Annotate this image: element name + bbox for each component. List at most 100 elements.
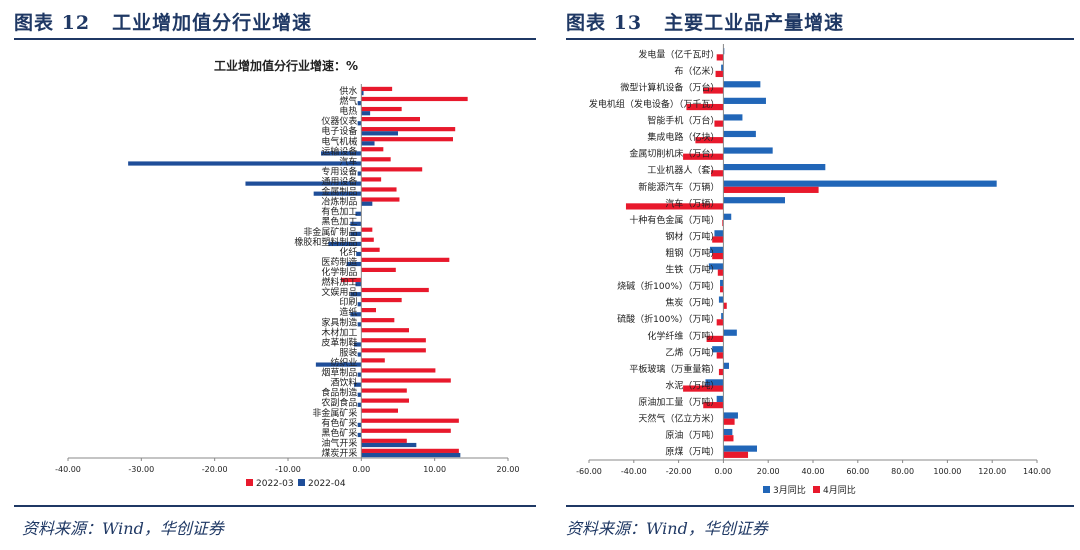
bar-series-a-11: [361, 197, 400, 202]
category-label-4: 电子设备: [321, 125, 357, 137]
category-label-34: 黑色矿采: [321, 427, 357, 439]
bar-series-b-34: [357, 432, 362, 438]
bar-series-a-30: [361, 388, 407, 393]
bar-series-b-23: [357, 322, 362, 327]
bar-series-a-5: [361, 137, 453, 142]
category-label-2: 微型计算机设备（万台）: [620, 81, 719, 93]
bar-series-a-6: [361, 147, 384, 152]
bar-series-b-28: [357, 372, 362, 377]
bar-series-b-20: [683, 385, 724, 392]
bar-series-a-6: [723, 147, 773, 154]
right-source-note: 资料来源：Wind，华创证券: [566, 519, 768, 538]
category-label-23: 家具制造: [321, 316, 357, 328]
bar-series-a-14: [361, 227, 373, 232]
bar-series-b-20: [350, 292, 362, 297]
category-label-11: 钢材（万吨）: [665, 230, 719, 242]
bar-series-b-0: [361, 91, 364, 96]
category-label-19: 平板玻璃（万重量箱）: [629, 363, 719, 375]
category-label-18: 乙烯（万吨）: [665, 346, 719, 358]
x-tick-label-8: 100.00: [933, 467, 961, 476]
category-label-16: 化纤: [339, 246, 357, 258]
bar-series-b-17: [706, 335, 724, 342]
category-label-16: 硫酸（折100%）（万吨）: [617, 313, 719, 325]
left-title-rule: [14, 38, 536, 40]
right-panel-title-text: 主要工业品产量增速: [664, 12, 845, 34]
category-label-0: 供水: [339, 85, 357, 97]
bar-series-b-18: [716, 352, 724, 359]
x-tick-label-3: 0.00: [714, 467, 732, 476]
category-label-2: 电热: [339, 105, 357, 117]
bar-series-a-19: [723, 362, 729, 369]
category-label-5: 电气机械: [321, 135, 357, 147]
bar-series-b-8: [357, 171, 362, 176]
bar-series-a-23: [723, 428, 733, 436]
bar-series-a-25: [361, 338, 426, 343]
left-source-note: 资料来源：Wind，华创证券: [22, 519, 224, 538]
bar-series-a-32: [361, 408, 398, 413]
category-label-0: 发电量（亿千瓦时）: [638, 48, 719, 60]
bar-series-b-9: [245, 181, 362, 186]
bar-series-b-27: [315, 362, 362, 367]
x-tick-label-10: 140.00: [1023, 467, 1051, 476]
category-label-5: 集成电路（亿块）: [647, 131, 719, 143]
bar-series-b-6: [321, 151, 362, 156]
bar-series-a-17: [361, 257, 450, 262]
category-label-15: 焦炭（万吨）: [665, 297, 719, 309]
category-label-17: 医药制造: [321, 256, 357, 268]
category-label-22: 造纸: [339, 306, 357, 318]
bar-series-a-20: [705, 379, 724, 386]
bar-series-a-29: [361, 378, 451, 383]
category-label-20: 文娱用品: [321, 286, 357, 298]
category-label-7: 汽车: [339, 155, 357, 167]
legend-label-1: 4月同比: [823, 484, 856, 496]
left-panel-title: 图表 12 工业增加值分行业增速: [14, 8, 312, 35]
category-label-28: 烟草制品: [321, 367, 357, 379]
bar-series-b-29: [354, 382, 362, 387]
bar-series-a-22: [361, 308, 376, 313]
bar-series-b-36: [361, 452, 461, 458]
category-label-10: 金属制品: [321, 186, 357, 198]
x-tick-label-4: 20.00: [757, 467, 780, 476]
category-label-33: 有色矿采: [321, 417, 357, 429]
x-tick-label-2: -20.00: [666, 467, 692, 476]
bar-series-a-26: [361, 348, 426, 353]
bar-series-a-18: [361, 267, 396, 272]
bar-series-a-7: [361, 157, 391, 162]
bar-series-a-24: [361, 328, 409, 333]
x-tick-label-5: 10.00: [423, 465, 446, 474]
bar-series-b-33: [357, 422, 362, 428]
bar-series-b-15: [328, 241, 362, 247]
left-footer-rule: [14, 505, 536, 507]
category-label-36: 煤炭开采: [321, 447, 357, 459]
bar-series-b-9: [625, 203, 724, 210]
bar-series-b-11: [361, 201, 373, 206]
category-label-9: 汽车（万辆）: [665, 197, 719, 209]
chart-industry-value-added: 工业增加值分行业增速：% 供水燃气电热仪器仪表电子设备电气机械运输设备汽车专用设备…: [55, 58, 519, 489]
bar-series-a-23: [361, 318, 395, 323]
bar-series-b-31: [357, 402, 362, 407]
category-label-12: 粗钢（万吨）: [665, 247, 719, 259]
category-label-3: 发电机组（发电设备）（万千瓦）: [589, 98, 720, 110]
bar-series-b-21: [703, 402, 724, 409]
category-label-17: 化学纤维（万吨）: [647, 330, 719, 342]
category-label-7: 工业机器人（套）: [647, 164, 719, 176]
right-panel-title-number: 图表 13: [566, 12, 643, 34]
bar-series-b-19: [355, 282, 362, 287]
bar-series-a-4: [723, 114, 743, 121]
bar-series-a-16: [361, 247, 380, 252]
category-label-13: 黑色加工: [321, 216, 357, 228]
category-label-27: 纺织业: [330, 356, 357, 368]
bar-series-a-12: [709, 246, 724, 253]
bar-series-a-31: [361, 398, 409, 403]
category-label-21: 原油加工量（万吨）: [638, 396, 719, 408]
legend-label-1: 2022-04: [308, 479, 346, 489]
x-tick-label-3: -10.00: [275, 465, 301, 474]
right-panel-title: 图表 13 主要工业品产量增速: [566, 8, 844, 35]
category-label-23: 原油（万吨）: [665, 429, 719, 441]
bar-series-a-15: [361, 237, 374, 242]
bar-series-a-19: [340, 277, 362, 283]
bar-series-b-24: [723, 451, 749, 458]
category-label-29: 酒饮料: [330, 377, 357, 389]
bar-series-a-2: [723, 81, 761, 88]
legend-label-0: 3月同比: [773, 484, 806, 496]
